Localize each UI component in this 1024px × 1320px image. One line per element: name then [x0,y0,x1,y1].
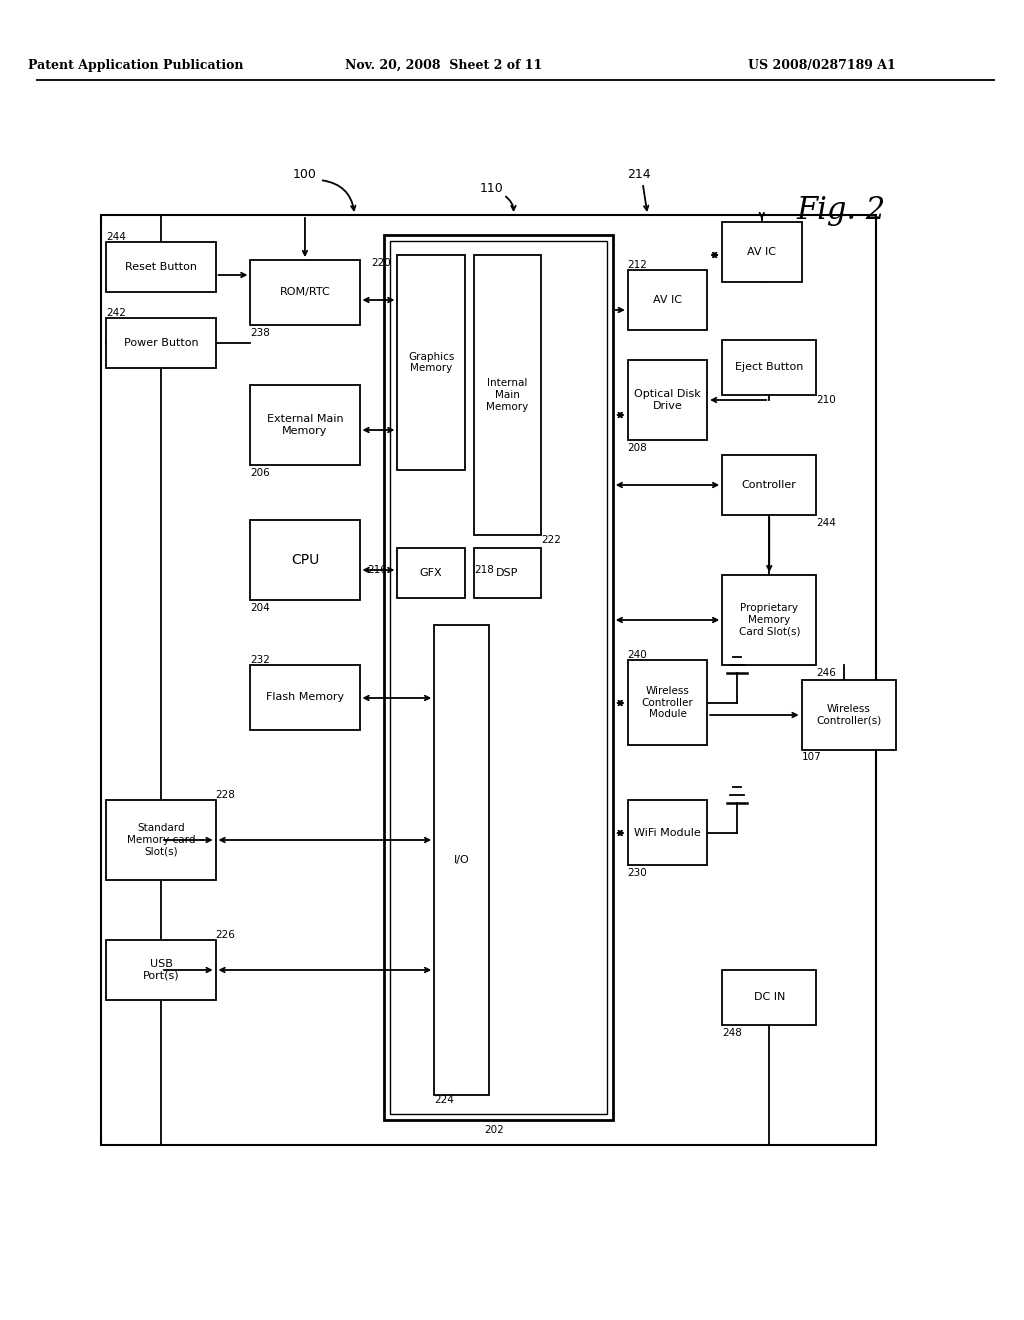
Text: 204: 204 [250,603,270,612]
Text: Controller: Controller [741,480,797,490]
Bar [722,455,816,515]
Text: 220: 220 [372,257,391,268]
Bar [434,624,488,1096]
Bar [628,360,708,440]
Text: 222: 222 [542,535,561,545]
Text: 100: 100 [293,169,316,181]
Text: 232: 232 [250,655,270,665]
Bar [106,242,216,292]
Text: 210: 210 [816,395,837,405]
Bar [397,255,465,470]
Text: AV IC: AV IC [653,294,682,305]
Bar [628,800,708,865]
Text: CPU: CPU [291,553,319,568]
Bar [250,260,359,325]
Bar [474,548,542,598]
Text: 208: 208 [628,444,647,453]
Bar [384,235,612,1119]
Text: Wireless
Controller
Module: Wireless Controller Module [642,686,693,719]
Bar [722,576,816,665]
Text: 228: 228 [216,789,236,800]
Text: 248: 248 [722,1028,742,1038]
Text: Optical Disk
Drive: Optical Disk Drive [634,389,700,411]
Bar [474,255,542,535]
Text: DC IN: DC IN [754,993,785,1002]
Bar [628,271,708,330]
Text: GFX: GFX [420,568,442,578]
Text: Proprietary
Memory
Card Slot(s): Proprietary Memory Card Slot(s) [738,603,800,636]
Text: US 2008/0287189 A1: US 2008/0287189 A1 [748,58,895,71]
Text: 242: 242 [106,308,126,318]
Text: 238: 238 [250,327,270,338]
Text: Wireless
Controller(s): Wireless Controller(s) [816,704,882,726]
Text: Reset Button: Reset Button [125,261,197,272]
Text: AV IC: AV IC [748,247,776,257]
Text: 110: 110 [480,181,504,194]
Bar [106,940,216,1001]
Text: 244: 244 [816,517,837,528]
Text: 202: 202 [483,1125,504,1135]
Bar [106,318,216,368]
Bar [250,520,359,601]
Text: 107: 107 [802,752,821,762]
Bar [390,242,607,1114]
Bar [250,665,359,730]
Text: ROM/RTC: ROM/RTC [280,288,331,297]
Text: 226: 226 [216,931,236,940]
Bar [106,800,216,880]
Text: 214: 214 [627,169,650,181]
Bar [397,548,465,598]
Text: WiFi Module: WiFi Module [634,828,700,837]
Bar [250,385,359,465]
Text: Standard
Memory card
Slot(s): Standard Memory card Slot(s) [127,824,196,857]
Text: 246: 246 [816,668,837,678]
Text: 206: 206 [250,469,270,478]
Bar [101,215,876,1144]
Text: USB
Port(s): USB Port(s) [142,960,179,981]
Text: I/O: I/O [454,855,469,865]
Bar [722,341,816,395]
Text: External Main
Memory: External Main Memory [266,414,343,436]
Bar [628,660,708,744]
Text: 224: 224 [434,1096,454,1105]
Text: Graphics
Memory: Graphics Memory [408,351,455,374]
Text: 212: 212 [628,260,647,271]
Text: 230: 230 [628,869,647,878]
Bar [722,222,802,282]
Text: 216: 216 [368,565,387,576]
Text: Internal
Main
Memory: Internal Main Memory [486,379,528,412]
Bar [802,680,896,750]
Text: 240: 240 [628,649,647,660]
Text: 218: 218 [474,565,494,576]
Text: Flash Memory: Flash Memory [266,693,344,702]
Text: Power Button: Power Button [124,338,199,348]
Text: Nov. 20, 2008  Sheet 2 of 11: Nov. 20, 2008 Sheet 2 of 11 [345,58,543,71]
Text: Fig. 2: Fig. 2 [797,194,886,226]
Bar [722,970,816,1026]
Text: Patent Application Publication: Patent Application Publication [29,58,244,71]
Text: Eject Button: Eject Button [735,363,804,372]
Text: DSP: DSP [497,568,519,578]
Text: 244: 244 [106,232,126,242]
